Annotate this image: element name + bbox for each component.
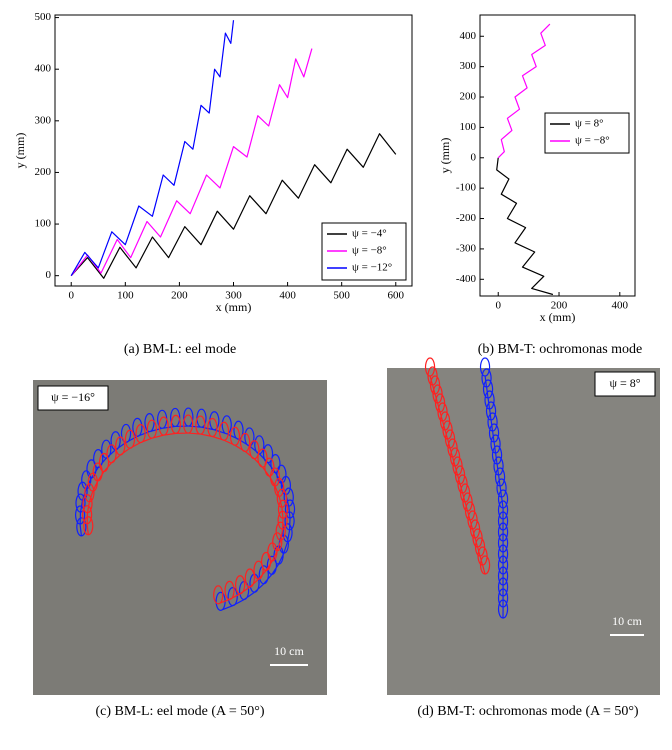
caption: (c) BM-L: eel mode (A = 50°) [95,704,264,719]
legend-label: ψ = −8° [575,135,610,147]
y-tick-label: -200 [456,212,477,224]
y-tick-label: 400 [35,63,52,75]
legend-label: ψ = −12° [352,262,392,274]
trajectory-overlay [82,414,289,605]
x-tick-label: 100 [117,290,134,302]
trajectory-overlay [424,357,491,575]
y-tick-label: -400 [456,273,477,285]
annotation-box [594,371,656,397]
annotation: ψ = 8° [609,376,640,390]
caption: (d) BM-T: ochromonas mode (A = 50°) [417,704,639,719]
caption: (a) BM-L: eel mode [124,342,236,357]
x-tick-label: 200 [171,290,188,302]
y-tick-label: 200 [35,166,52,178]
legend-label: ψ = −4° [352,228,387,240]
series-line [70,20,235,277]
x-tick-label: 400 [279,290,296,302]
y-tick-label: 300 [460,60,477,72]
y-tick-label: 100 [35,218,52,230]
legend-box [544,112,630,154]
caption: (b) BM-T: ochromonas mode [478,342,643,357]
legend-label: ψ = −8° [352,245,387,257]
y-tick-label: 0 [471,151,477,163]
scale-label: 10 cm [612,614,642,628]
x-tick-label: 500 [333,290,350,302]
scale-label: 10 cm [274,644,304,658]
y-tick-label: 200 [460,91,477,103]
y-tick-label: 100 [460,121,477,133]
series-line [497,23,551,159]
x-tick-label: 0 [495,300,501,312]
series-line [70,133,397,279]
x-tick-label: 300 [225,290,242,302]
y-axis-label: y (mm) [438,138,452,174]
y-tick-label: -100 [456,182,477,194]
y-axis-label: y (mm) [13,133,27,169]
series-line [496,157,554,296]
photo [387,368,660,695]
annotation: ψ = −16° [51,390,95,404]
y-tick-label: 500 [35,11,52,23]
legend-label: ψ = 8° [575,118,604,130]
y-tick-label: -300 [456,242,477,254]
y-tick-label: 0 [46,269,52,281]
y-tick-label: 300 [35,114,52,126]
x-axis-label: x (mm) [216,300,252,314]
trajectory-overlay [479,357,509,619]
plot-frame [479,14,636,297]
x-tick-label: 200 [551,300,568,312]
annotation-box [37,385,109,411]
series-line [70,48,313,277]
x-axis-label: x (mm) [540,310,576,324]
y-tick-label: 400 [460,30,477,42]
x-tick-label: 600 [388,290,405,302]
x-tick-label: 400 [612,300,629,312]
x-tick-label: 0 [68,290,74,302]
